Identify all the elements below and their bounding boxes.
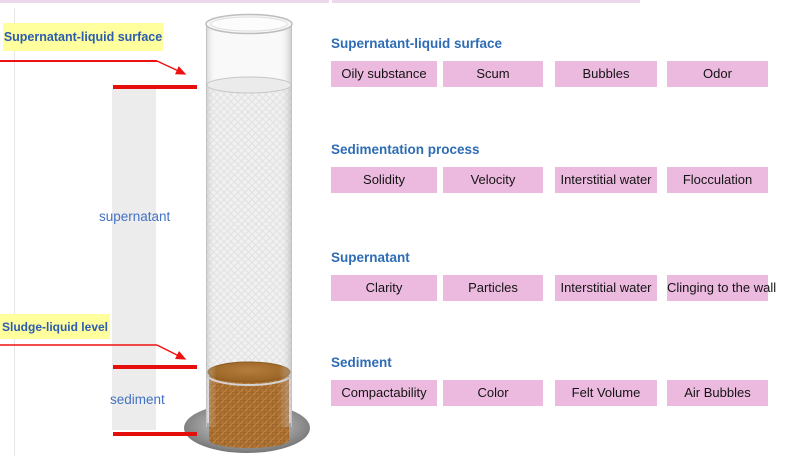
section-sediment: Sediment Compactability Color Felt Volum…	[331, 355, 796, 406]
section-sedimentation-process: Sedimentation process Solidity Velocity …	[331, 142, 796, 193]
section-supernatant-liquid-surface: Supernatant-liquid surface Oily substanc…	[331, 36, 796, 87]
sludge-liquid-level-label: Sludge-liquid level	[0, 314, 110, 339]
cylinder-opening-inner	[210, 16, 288, 32]
attribute-box: Clinging to the wall	[667, 275, 776, 301]
attribute-row: Compactability Color Felt Volume Air Bub…	[331, 380, 796, 406]
supernatant-liquid-surface-label: Supernatant-liquid surface	[3, 23, 163, 51]
attribute-box: Particles	[443, 275, 543, 301]
attribute-row: Solidity Velocity Interstitial water Flo…	[331, 167, 796, 193]
surface-callout-arrow	[156, 60, 187, 75]
attribute-box: Interstitial water	[555, 167, 657, 193]
top-edge-strip-right	[332, 0, 640, 3]
sludge-callout-arrow	[156, 344, 187, 360]
attribute-row: Clarity Particles Interstitial water Cli…	[331, 275, 796, 301]
attribute-box: Solidity	[331, 167, 437, 193]
top-edge-strip-left	[0, 0, 329, 3]
supernatant-zone-text: supernatant	[99, 209, 171, 224]
section-heading: Supernatant-liquid surface	[331, 36, 503, 51]
section-heading: Supernatant	[331, 250, 410, 265]
sediment-zone-text: sediment	[110, 392, 165, 407]
zone-measure-bar	[112, 89, 156, 430]
attribute-box: Velocity	[443, 167, 543, 193]
attribute-box: Oily substance	[331, 61, 437, 87]
attribute-box: Interstitial water	[555, 275, 657, 301]
section-supernatant: Supernatant Clarity Particles Interstiti…	[331, 250, 796, 301]
liquid-surface-ellipse	[206, 76, 292, 94]
section-heading: Sediment	[331, 355, 392, 370]
attribute-box: Felt Volume	[555, 380, 657, 406]
attribute-box: Odor	[667, 61, 768, 87]
section-heading: Sedimentation process	[331, 142, 480, 157]
attribute-box: Compactability	[331, 380, 437, 406]
attribute-row: Oily substance Scum Bubbles Odor	[331, 61, 796, 87]
cylinder-diagram	[0, 8, 310, 456]
attribute-box: Clarity	[331, 275, 437, 301]
attribute-box: Flocculation	[667, 167, 768, 193]
attribute-box: Color	[443, 380, 543, 406]
attribute-box: Scum	[443, 61, 543, 87]
attribute-box: Air Bubbles	[667, 380, 768, 406]
attribute-box: Bubbles	[555, 61, 657, 87]
